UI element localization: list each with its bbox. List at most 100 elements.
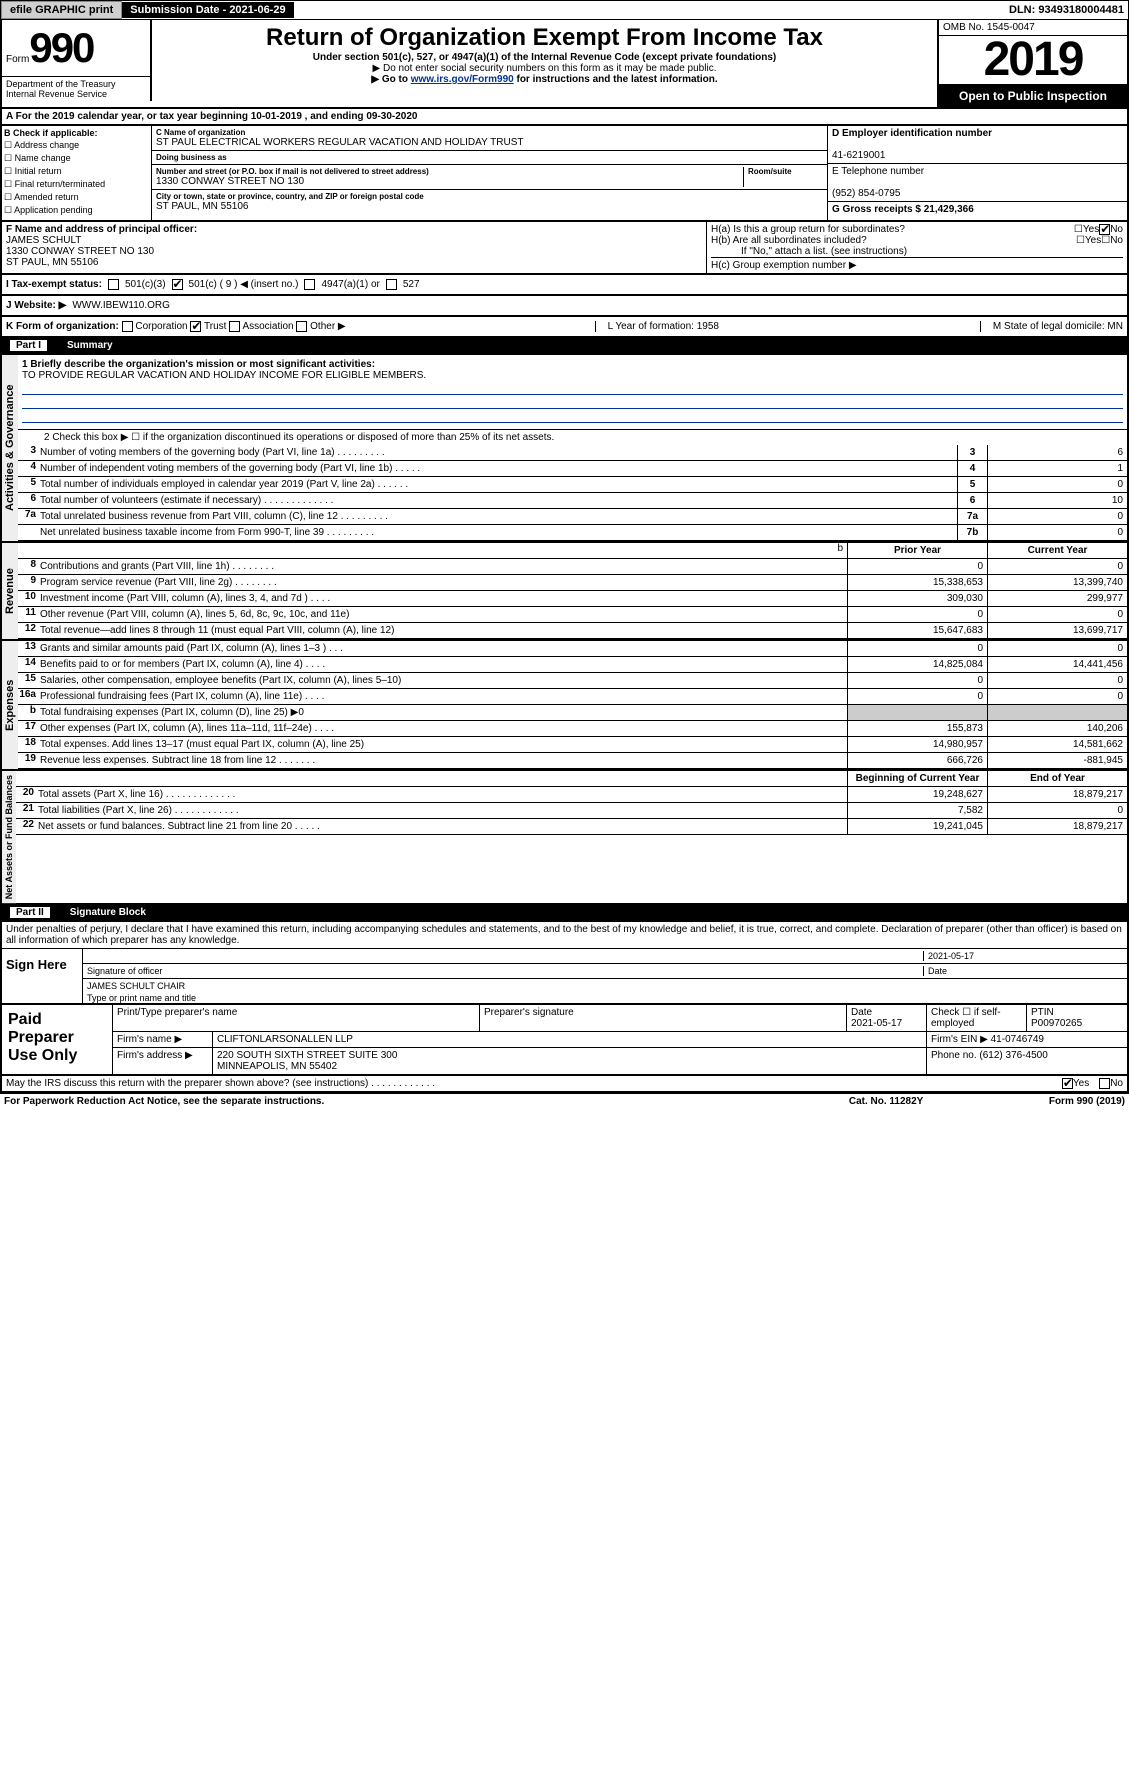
footer-mid: Cat. No. 11282Y (849, 1096, 1049, 1107)
chk-corp[interactable] (122, 321, 133, 332)
discuss-yes-chk[interactable] (1062, 1078, 1073, 1089)
ha-yes[interactable]: Yes (1083, 224, 1099, 235)
l1-value: TO PROVIDE REGULAR VACATION AND HOLIDAY … (22, 370, 426, 381)
head-curr: Current Year (987, 543, 1127, 558)
prep-h4: Check ☐ if self-employed (927, 1005, 1027, 1031)
chk-4947[interactable] (304, 279, 315, 290)
chk-pending[interactable]: ☐ Application pending (4, 205, 149, 216)
prep-ptin: P00970265 (1031, 1018, 1082, 1029)
fin-line: 9Program service revenue (Part VIII, lin… (18, 575, 1127, 591)
efile-button[interactable]: efile GRAPHIC print (1, 1, 122, 19)
head-prior: Prior Year (847, 543, 987, 558)
prep-h5: PTIN (1031, 1007, 1054, 1018)
hb-no[interactable]: No (1110, 235, 1123, 246)
fin-line: 21Total liabilities (Part X, line 26) . … (16, 803, 1127, 819)
discuss-text: May the IRS discuss this return with the… (6, 1078, 1062, 1089)
irs-link[interactable]: www.irs.gov/Form990 (411, 74, 514, 85)
head-end: End of Year (987, 771, 1127, 786)
top-toolbar: efile GRAPHIC print Submission Date - 20… (0, 0, 1129, 20)
lbl-501c3: 501(c)(3) (125, 279, 166, 290)
chk-final[interactable]: ☐ Final return/terminated (4, 179, 149, 190)
hb-note: If "No," attach a list. (see instruction… (711, 246, 1123, 257)
gov-line: 3Number of voting members of the governi… (18, 445, 1127, 461)
fin-line: 17Other expenses (Part IX, column (A), l… (18, 721, 1127, 737)
lbl-501c: 501(c) ( 9 ) ◀ (insert no.) (189, 279, 299, 290)
footer-left: For Paperwork Reduction Act Notice, see … (4, 1096, 849, 1107)
room-label: Room/suite (748, 167, 823, 176)
addr-label: Number and street (or P.O. box if mail i… (156, 167, 743, 176)
fin-line: 16aProfessional fundraising fees (Part I… (18, 689, 1127, 705)
fin-line: 14Benefits paid to or for members (Part … (18, 657, 1127, 673)
l2: 2 Check this box ▶ ☐ if the organization… (18, 430, 1127, 445)
fin-line: 11Other revenue (Part VIII, column (A), … (18, 607, 1127, 623)
name-label: C Name of organization (156, 128, 823, 137)
chk-initial[interactable]: ☐ Initial return (4, 166, 149, 177)
discuss-no-chk[interactable] (1099, 1078, 1110, 1089)
prep-h1: Print/Type preparer's name (113, 1005, 480, 1031)
dept-treasury: Department of the Treasury (6, 79, 116, 89)
m-state: M State of legal domicile: MN (980, 321, 1123, 332)
f-addr2: ST PAUL, MN 55106 (6, 257, 98, 268)
sig-date-lbl: Date (923, 966, 1123, 976)
ha-no-chk[interactable] (1099, 224, 1110, 235)
section-a: A For the 2019 calendar year, or tax yea… (0, 109, 1129, 126)
lbl-trust: Trust (204, 321, 226, 332)
part2-title: Signature Block (70, 907, 146, 918)
part1-title: Summary (67, 340, 113, 351)
tax-year: 2019 (939, 36, 1127, 85)
summary-netassets: Net Assets or Fund Balances Beginning of… (0, 771, 1129, 905)
chk-trust[interactable] (190, 321, 201, 332)
phone-val: (612) 376-4500 (979, 1050, 1047, 1061)
website-row: J Website: ▶ WWW.IBEW110.ORG (0, 296, 1129, 317)
hb-yes[interactable]: Yes (1085, 235, 1101, 246)
chk-527[interactable] (386, 279, 397, 290)
sig-date: 2021-05-17 (923, 951, 1123, 961)
vlabel-revenue: Revenue (2, 543, 18, 639)
tax-status-row: I Tax-exempt status: 501(c)(3) 501(c) ( … (0, 275, 1129, 296)
lbl-4947: 4947(a)(1) or (321, 279, 379, 290)
firm-ein-lbl: Firm's EIN ▶ (931, 1034, 988, 1045)
gov-line: 5Total number of individuals employed in… (18, 477, 1127, 493)
lbl-527: 527 (403, 279, 420, 290)
org-name: ST PAUL ELECTRICAL WORKERS REGULAR VACAT… (156, 137, 823, 148)
f-addr1: 1330 CONWAY STREET NO 130 (6, 246, 154, 257)
discuss-yes: Yes (1073, 1078, 1089, 1089)
ha-no: No (1110, 224, 1123, 235)
firm-addr-lbl: Firm's address ▶ (113, 1048, 213, 1074)
hb-label: H(b) Are all subordinates included? (711, 235, 1076, 246)
title-block: Return of Organization Exempt From Incom… (152, 20, 937, 107)
fin-line: 8Contributions and grants (Part VIII, li… (18, 559, 1127, 575)
lbl-assoc: Association (242, 321, 293, 332)
city-label: City or town, state or province, country… (156, 192, 823, 201)
l1-label: 1 Briefly describe the organization's mi… (22, 359, 375, 370)
tel-label: E Telephone number (832, 166, 924, 177)
firm-addr1: 220 SOUTH SIXTH STREET SUITE 300 (217, 1050, 397, 1061)
col-right: D Employer identification number 41-6219… (827, 126, 1127, 220)
chk-501c[interactable] (172, 279, 183, 290)
chk-501c3[interactable] (108, 279, 119, 290)
right-header: OMB No. 1545-0047 2019 Open to Public In… (937, 20, 1127, 107)
gov-line: 7aTotal unrelated business revenue from … (18, 509, 1127, 525)
head-b: b (18, 543, 847, 558)
part2-num: Part II (10, 907, 50, 918)
chk-name[interactable]: ☐ Name change (4, 153, 149, 164)
gov-line: Net unrelated business taxable income fr… (18, 525, 1127, 541)
chk-assoc[interactable] (229, 321, 240, 332)
prep-h3: Date (851, 1007, 872, 1018)
note2-post: for instructions and the latest informat… (514, 74, 718, 85)
vlabel-netassets: Net Assets or Fund Balances (2, 771, 16, 903)
firm-name: CLIFTONLARSONALLEN LLP (213, 1032, 927, 1047)
l-year: L Year of formation: 1958 (595, 321, 731, 332)
chk-amended[interactable]: ☐ Amended return (4, 192, 149, 203)
chk-address[interactable]: ☐ Address change (4, 140, 149, 151)
lbl-other: Other ▶ (310, 321, 345, 332)
col-b: B Check if applicable: ☐ Address change … (2, 126, 152, 220)
ein-label: D Employer identification number (832, 128, 992, 139)
discuss-row: May the IRS discuss this return with the… (0, 1076, 1129, 1093)
col-c: C Name of organization ST PAUL ELECTRICA… (152, 126, 827, 220)
fin-line: 10Investment income (Part VIII, column (… (18, 591, 1127, 607)
gov-line: 6Total number of volunteers (estimate if… (18, 493, 1127, 509)
sign-here-label: Sign Here (2, 949, 82, 1003)
chk-other[interactable] (296, 321, 307, 332)
row-f: F Name and address of principal officer:… (0, 222, 1129, 275)
